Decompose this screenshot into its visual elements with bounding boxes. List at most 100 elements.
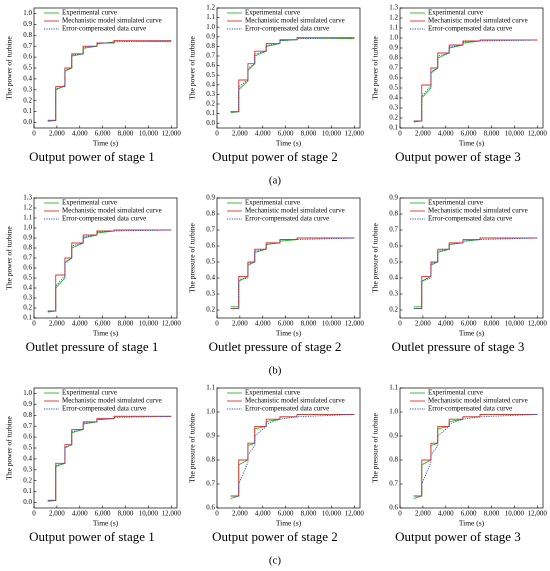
- panel-label: (c): [269, 555, 282, 567]
- y-tick-label: 1.0: [389, 34, 398, 42]
- legend-label: Mechanistic model simulated curve: [62, 207, 162, 215]
- x-axis-label: Time (s): [276, 139, 302, 148]
- y-tick-label: 0.3: [23, 85, 32, 93]
- y-tick-label: 0.7: [23, 422, 32, 430]
- x-axis-label: Time (s): [459, 139, 485, 148]
- x-tick-label: 6,000: [461, 130, 477, 138]
- x-axis-label: Time (s): [276, 329, 302, 338]
- y-tick-label: 1.0: [389, 408, 398, 416]
- legend-label: Error-compensated data curve: [245, 25, 329, 33]
- series-line: [230, 237, 355, 309]
- series-line: [413, 39, 538, 122]
- subplot: 0.0 0.10.2 0.3 0.40.5 0.60.7 0.8 0.91.0 1.11.2 0…: [188, 4, 365, 164]
- y-tick-label: 0.3: [23, 465, 32, 473]
- y-tick-label: 1.1: [206, 384, 215, 392]
- y-axis-label: The power of turbine: [188, 36, 197, 100]
- y-tick-label: 0.8: [23, 244, 32, 252]
- legend-label: Mechanistic model simulated curve: [428, 17, 528, 25]
- plot-frame: [399, 387, 544, 509]
- y-tick-label: 0.3: [206, 90, 215, 98]
- y-tick-label: 0.2: [23, 96, 32, 104]
- series-line: [413, 237, 538, 308]
- chart-caption: Outlet pressure of stage 1: [26, 339, 159, 354]
- x-tick-label: 6,000: [461, 510, 477, 518]
- x-tick-label: 12,000: [528, 510, 548, 518]
- y-tick-label: 0.0: [23, 498, 32, 506]
- x-axis-label: Time (s): [93, 139, 119, 148]
- x-tick-label: 6,000: [95, 130, 111, 138]
- plot-frame: [216, 197, 361, 319]
- x-tick-label: 4,000: [438, 510, 454, 518]
- legend-label: Error-compensated data curve: [245, 405, 329, 413]
- y-tick-label: 0.2: [389, 306, 398, 314]
- chart-caption: Output power of stage 3: [395, 149, 521, 164]
- x-tick-label: 10,000: [505, 320, 525, 328]
- series-line: [230, 37, 355, 114]
- subplot: 0.2 0.3 0.4 0.5 0.6 0.7 0.8 0.9 0 2,000 4,000 6,000…: [188, 194, 365, 354]
- x-tick-label: 8,000: [118, 130, 134, 138]
- series-line: [230, 413, 355, 497]
- y-axis-label: The pressure of turbine: [188, 222, 197, 292]
- legend-label: Experimental curve: [245, 199, 300, 207]
- y-tick-label: 0.9: [23, 400, 32, 408]
- y-tick-label: 0.8: [206, 210, 215, 218]
- series-line: [47, 415, 172, 501]
- y-tick-label: 0.5: [389, 258, 398, 266]
- y-tick-label: 0.2: [23, 304, 32, 312]
- x-axis-label: Time (s): [93, 519, 119, 528]
- legend-label: Mechanistic model simulated curve: [428, 397, 528, 405]
- y-tick-label: 0.8: [206, 42, 215, 50]
- y-tick-label: 0.8: [23, 411, 32, 419]
- x-axis-label: Time (s): [459, 519, 485, 528]
- legend-label: Mechanistic model simulated curve: [245, 207, 345, 215]
- y-tick-label: 1.0: [206, 23, 215, 31]
- x-tick-label: 0: [398, 130, 402, 138]
- chart-caption: Output power of stage 2: [212, 529, 338, 544]
- legend-label: Mechanistic model simulated curve: [62, 17, 162, 25]
- x-tick-label: 10,000: [139, 320, 159, 328]
- legend-label: Experimental curve: [62, 389, 117, 397]
- y-tick-label: 0.5: [23, 274, 32, 282]
- series-line: [413, 39, 538, 123]
- x-tick-label: 6,000: [278, 320, 294, 328]
- x-tick-label: 12,000: [345, 320, 365, 328]
- y-tick-label: 0.6: [206, 242, 215, 250]
- legend-label: Experimental curve: [62, 9, 117, 17]
- x-tick-label: 12,000: [345, 510, 365, 518]
- plot-frame: [399, 197, 544, 319]
- y-tick-label: 1.2: [206, 4, 215, 12]
- y-tick-label: 0.7: [206, 480, 215, 488]
- y-tick-label: 1.3: [23, 194, 32, 202]
- legend-label: Error-compensated data curve: [428, 25, 512, 33]
- y-tick-label: 0.7: [23, 254, 32, 262]
- y-tick-label: 0.4: [206, 80, 215, 88]
- series-line: [47, 229, 172, 313]
- legend-label: Error-compensated data curve: [428, 405, 512, 413]
- y-tick-label: 0.7: [389, 64, 398, 72]
- legend-label: Error-compensated data curve: [428, 215, 512, 223]
- y-tick-label: 1.2: [23, 204, 32, 212]
- x-tick-label: 12,000: [162, 130, 182, 138]
- y-tick-label: 0.6: [23, 53, 32, 61]
- x-tick-label: 2,000: [415, 320, 431, 328]
- x-tick-label: 0: [215, 320, 219, 328]
- y-tick-label: 0.7: [389, 226, 398, 234]
- y-tick-label: 0.8: [206, 456, 215, 464]
- y-tick-label: 1.0: [23, 224, 32, 232]
- x-tick-label: 12,000: [345, 130, 365, 138]
- y-tick-label: 0.5: [23, 444, 32, 452]
- y-tick-label: 0.8: [23, 31, 32, 39]
- y-tick-label: 0.1: [23, 487, 32, 495]
- legend-label: Mechanistic model simulated curve: [245, 17, 345, 25]
- legend-label: Mechanistic model simulated curve: [245, 397, 345, 405]
- y-tick-label: 1.3: [389, 4, 398, 12]
- chart-caption: Output power of stage 1: [29, 149, 155, 164]
- series-line: [47, 415, 172, 502]
- x-tick-label: 4,000: [72, 320, 88, 328]
- y-tick-label: 0.9: [389, 432, 398, 440]
- x-tick-label: 6,000: [95, 320, 111, 328]
- y-tick-label: 0.2: [23, 476, 32, 484]
- chart-caption: Outlet pressure of stage 2: [209, 339, 342, 354]
- y-tick-label: 0.6: [389, 504, 398, 512]
